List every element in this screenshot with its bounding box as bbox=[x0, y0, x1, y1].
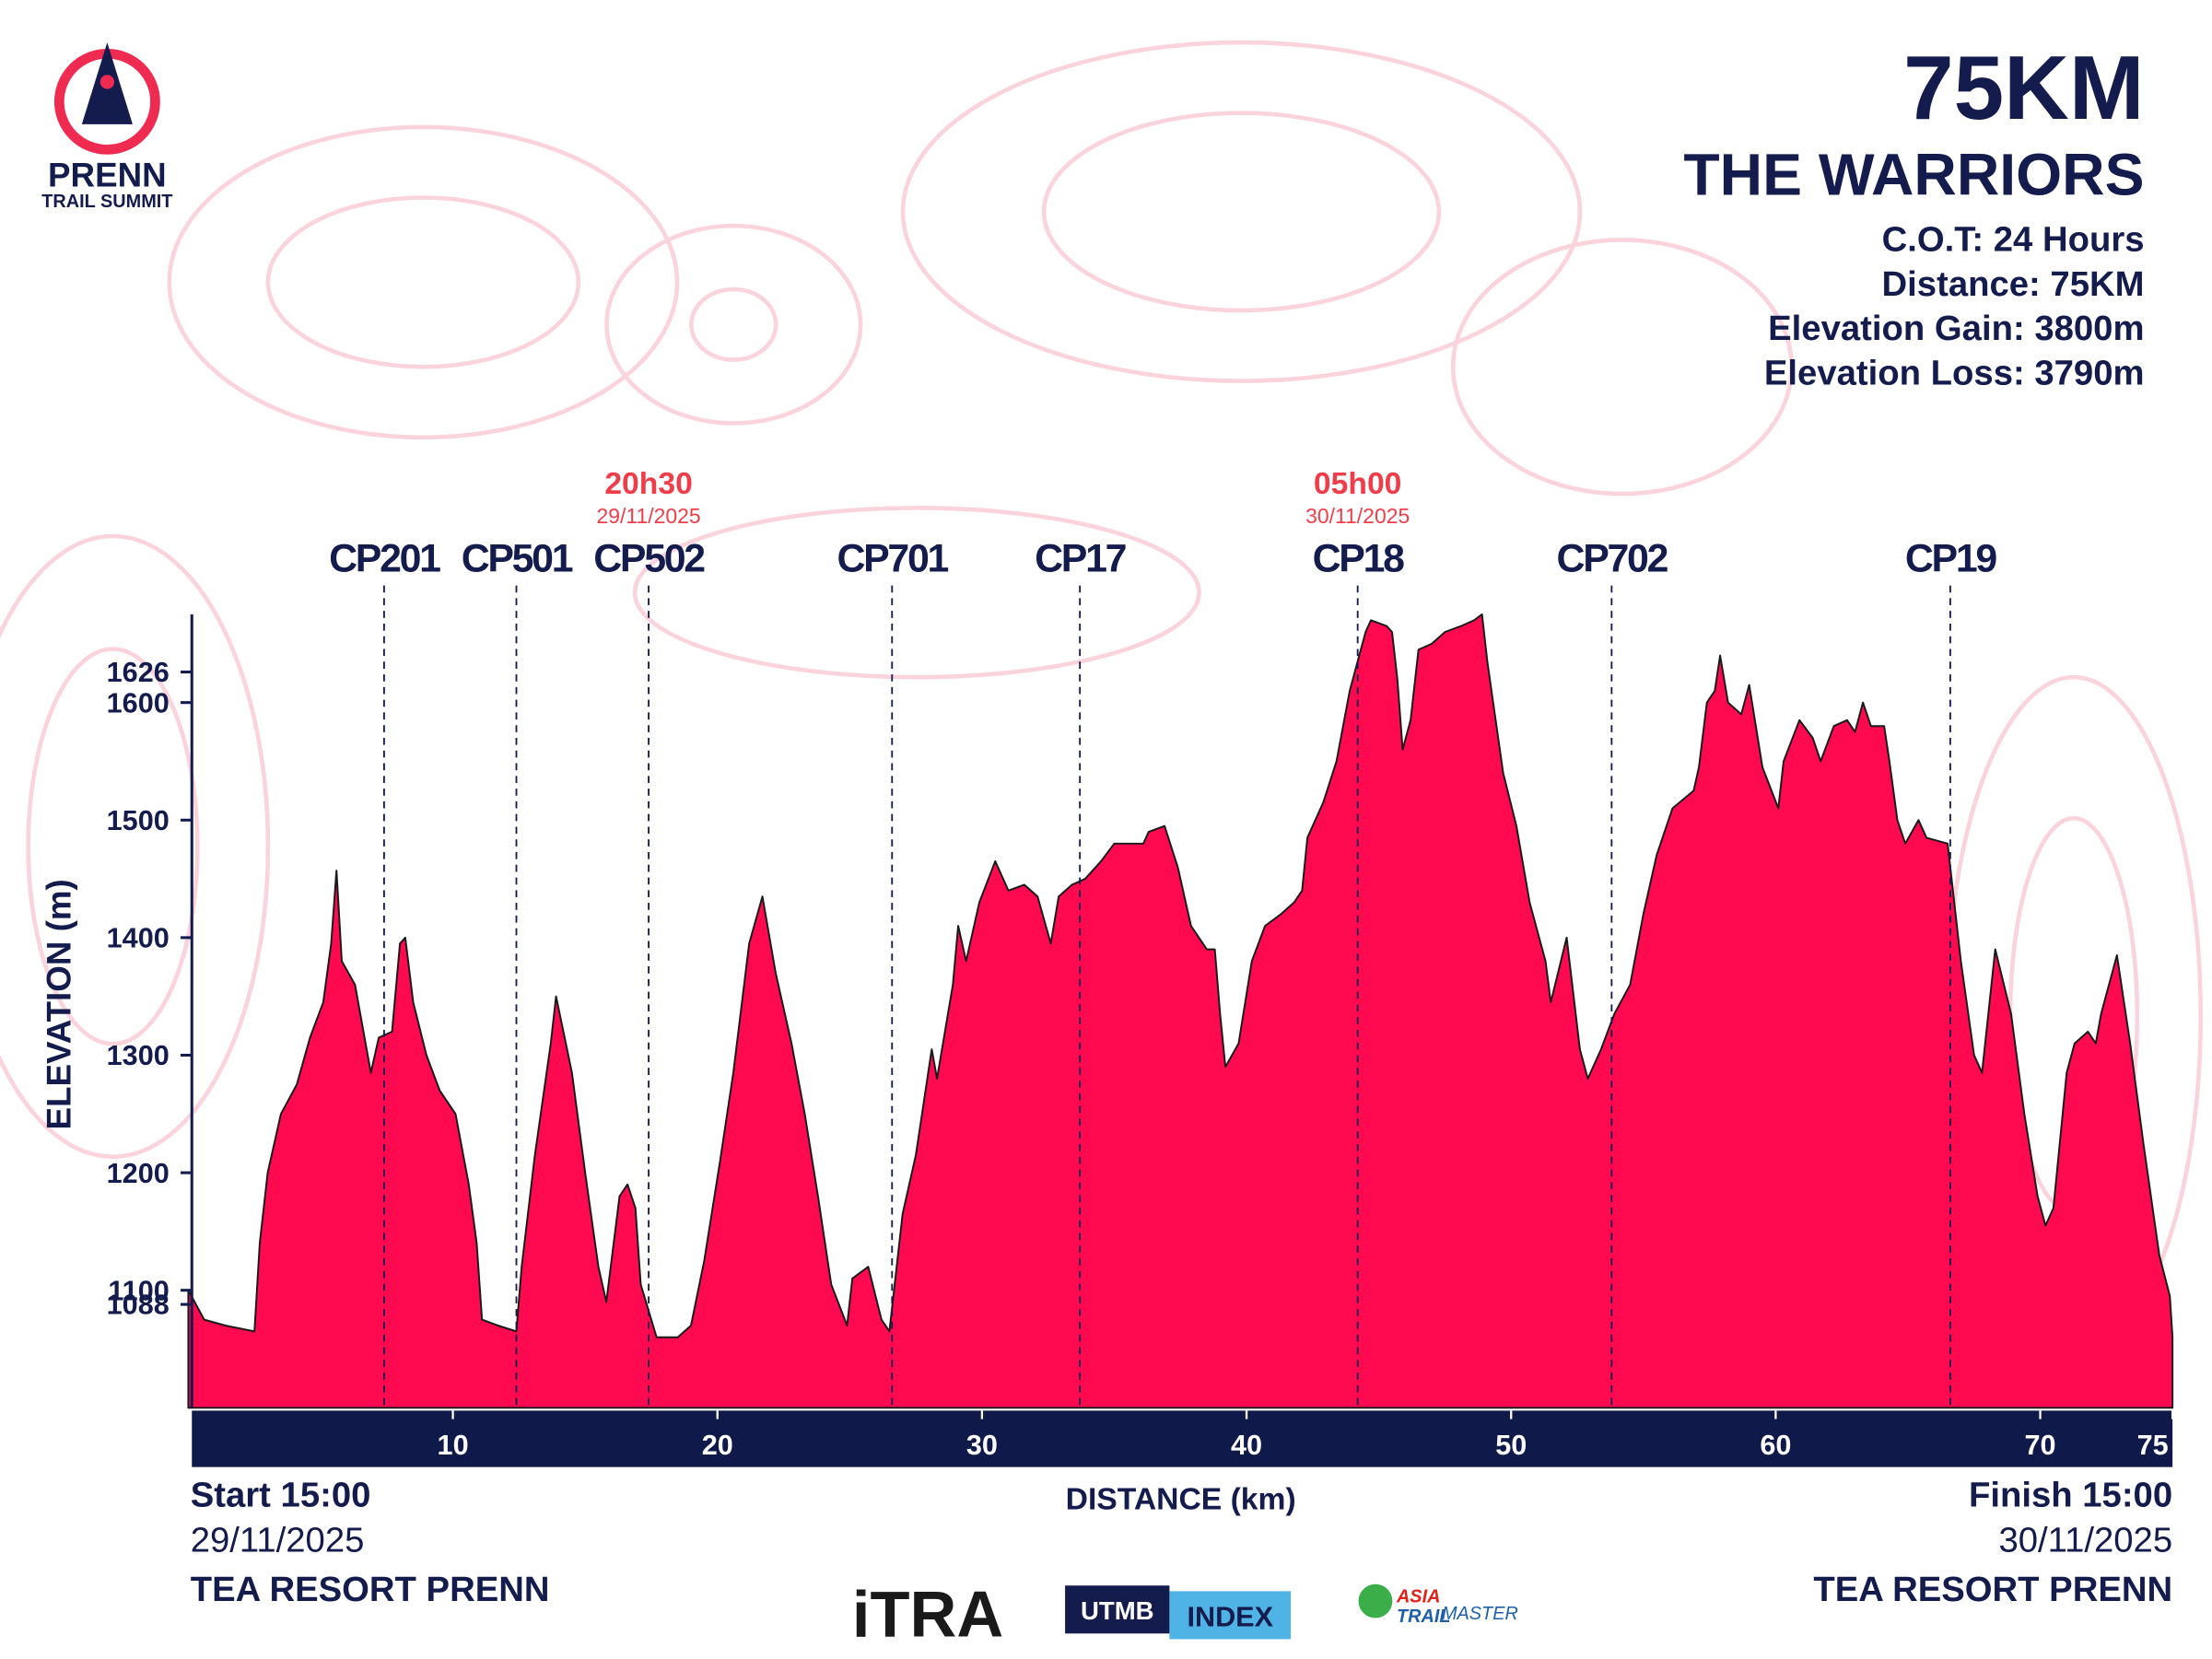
itra-logo: iTRA bbox=[852, 1577, 1003, 1650]
y-tick-label: 1088 bbox=[107, 1290, 170, 1321]
sponsors: iTRA UTMB INDEX ASIA TRAIL MASTER bbox=[852, 1577, 1518, 1650]
topo-line bbox=[689, 286, 778, 362]
topo-line bbox=[265, 195, 581, 369]
topo-line bbox=[167, 124, 680, 440]
checkpoint-label: CP502 bbox=[593, 536, 705, 580]
start-time: Start 15:00 bbox=[191, 1476, 371, 1515]
topo-line bbox=[900, 40, 1583, 383]
x-axis-band bbox=[192, 1410, 2173, 1467]
finish-place: TEA RESORT PRENN bbox=[1813, 1570, 2172, 1609]
checkpoint-label: CP19 bbox=[1905, 536, 1996, 580]
utmb-box bbox=[1065, 1585, 1170, 1634]
topo-line bbox=[26, 647, 200, 1046]
logo: PRENN TRAIL SUMMIT bbox=[41, 42, 172, 212]
y-tick-label: 1500 bbox=[107, 805, 170, 836]
checkpoint-date: 29/11/2025 bbox=[596, 504, 700, 528]
index-box bbox=[1169, 1591, 1292, 1640]
y-axis-label: ELEVATION (m) bbox=[41, 879, 78, 1129]
logo-runner bbox=[99, 75, 115, 89]
y-tick-label: 1200 bbox=[107, 1158, 170, 1189]
info-line: Elevation Gain: 3800m bbox=[1768, 309, 2144, 348]
info-line: C.O.T: 24 Hours bbox=[1882, 220, 2145, 260]
checkpoint-label: CP17 bbox=[1035, 536, 1125, 580]
info-line: Elevation Loss: 3790m bbox=[1764, 353, 2145, 392]
checkpoint-label: CP501 bbox=[462, 536, 573, 580]
x-tick-label: 75 bbox=[2137, 1430, 2169, 1461]
x-tick-label: 60 bbox=[1760, 1430, 1791, 1461]
x-tick-label: 50 bbox=[1495, 1430, 1527, 1461]
index-logo: INDEX bbox=[1187, 1602, 1273, 1633]
subtitle: THE WARRIORS bbox=[1683, 141, 2144, 207]
info-line: Distance: 75KM bbox=[1882, 264, 2145, 304]
title: 75KM bbox=[1903, 37, 2144, 138]
topo-line bbox=[632, 506, 1201, 680]
atm-master: MASTER bbox=[1442, 1604, 1518, 1624]
x-tick-label: 30 bbox=[966, 1430, 998, 1461]
x-tick-label: 20 bbox=[702, 1430, 733, 1461]
atm-trail: TRAIL bbox=[1397, 1606, 1451, 1627]
y-tick-label: 1600 bbox=[107, 687, 170, 719]
checkpoint-date: 30/11/2025 bbox=[1305, 504, 1410, 528]
atm-asia: ASIA bbox=[1396, 1587, 1441, 1607]
x-tick-label: 40 bbox=[1231, 1430, 1262, 1461]
finish-time: Finish 15:00 bbox=[1969, 1476, 2172, 1515]
utmb-logo: UTMB bbox=[1081, 1596, 1154, 1625]
checkpoint-time: 05h00 bbox=[1314, 467, 1401, 501]
topo-line bbox=[604, 223, 863, 426]
checkpoint-label: CP201 bbox=[329, 536, 440, 580]
y-tick-label: 1626 bbox=[107, 657, 170, 688]
atm-runner bbox=[1358, 1583, 1393, 1618]
start-date: 29/11/2025 bbox=[191, 1521, 365, 1560]
checkpoint-time: 20h30 bbox=[604, 467, 692, 501]
x-axis-label: DISTANCE (km) bbox=[1066, 1483, 1296, 1517]
checkpoint-label: CP702 bbox=[1557, 536, 1668, 580]
checkpoint-label: CP701 bbox=[837, 536, 948, 580]
x-tick-label: 70 bbox=[2025, 1430, 2056, 1461]
topo-line bbox=[1450, 238, 1794, 497]
finish-date: 30/11/2025 bbox=[1998, 1521, 2172, 1560]
elevation-area bbox=[187, 613, 2174, 1409]
logo-sub: TRAIL SUMMIT bbox=[41, 192, 172, 212]
logo-name: PRENN bbox=[48, 156, 167, 193]
y-tick-label: 1400 bbox=[107, 923, 170, 954]
topo-line bbox=[0, 533, 271, 1159]
topo-line bbox=[1041, 111, 1442, 313]
y-tick-label: 1300 bbox=[107, 1040, 170, 1071]
start-place: TEA RESORT PRENN bbox=[191, 1570, 550, 1609]
y-tick-label: 1100 bbox=[108, 1275, 169, 1306]
x-tick-label: 10 bbox=[438, 1430, 469, 1461]
checkpoint-label: CP18 bbox=[1313, 536, 1404, 580]
